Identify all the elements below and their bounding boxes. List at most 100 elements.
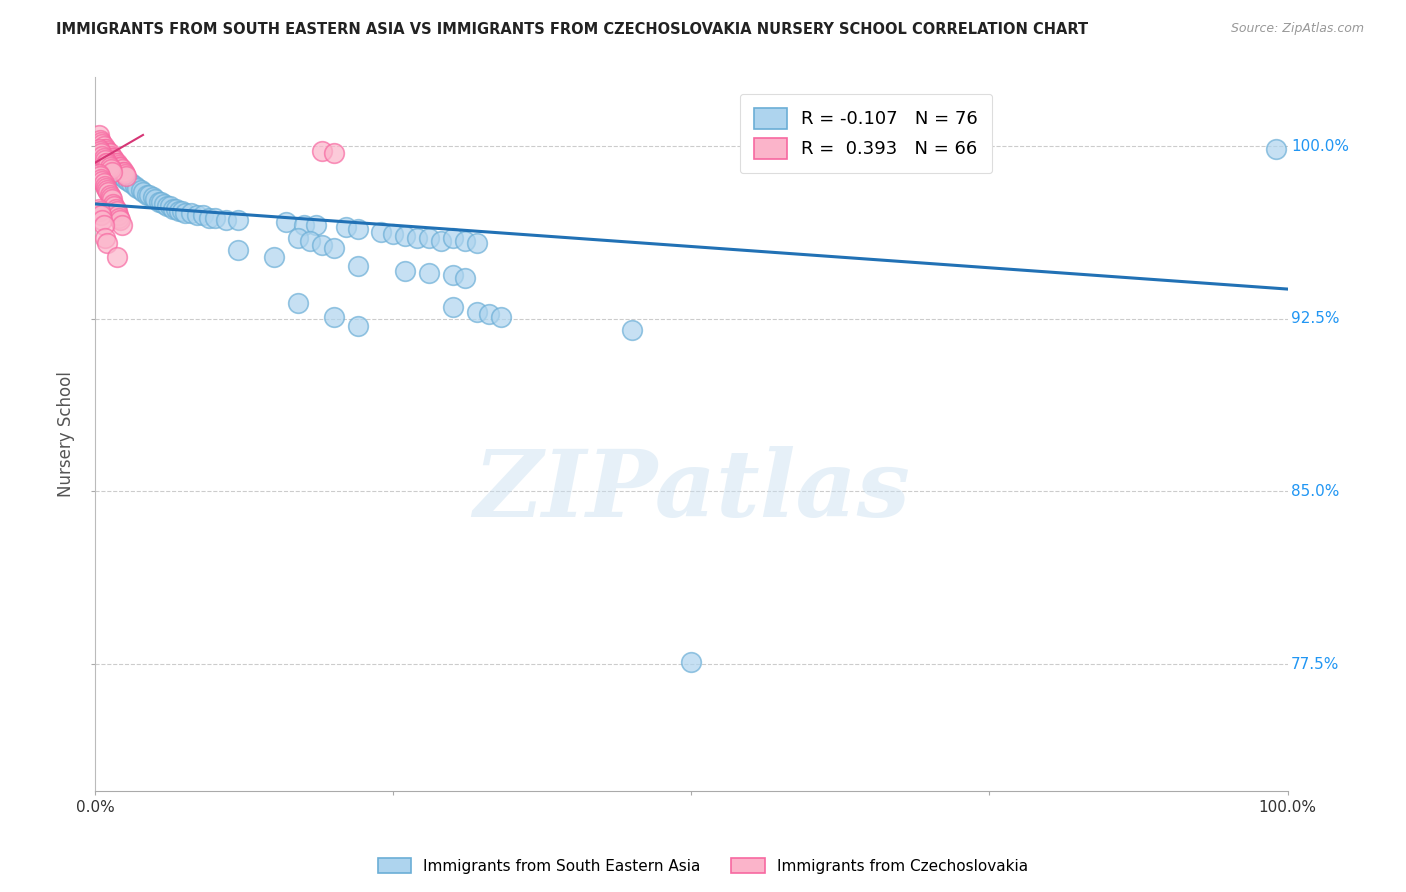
Point [96,155,118,169]
Point [141,190,163,204]
Point [859,144,882,158]
Point [110,213,132,227]
Point [132,186,155,200]
Point [172,203,194,218]
Point [167,203,190,218]
Point [93,176,115,190]
Point [263,250,285,264]
Text: ZIPatlas: ZIPatlas [472,446,910,536]
Point [418,231,440,245]
Point [111,165,134,179]
Legend: Immigrants from South Eastern Asia, Immigrants from Czechoslovakia: Immigrants from South Eastern Asia, Immi… [371,852,1035,880]
Point [191,209,214,223]
Point [138,187,160,202]
Point [94,146,117,161]
Point [107,165,129,179]
Point [91,148,114,162]
Point [394,263,416,277]
Point [112,165,135,179]
Point [1264,142,1286,156]
Point [94,155,117,169]
Point [228,213,250,227]
Point [108,160,131,174]
Point [418,266,440,280]
Point [305,218,328,232]
Text: Source: ZipAtlas.com: Source: ZipAtlas.com [1230,22,1364,36]
Point [322,146,344,161]
Point [335,219,357,234]
Point [96,148,118,162]
Point [93,139,115,153]
Point [101,165,124,179]
Point [111,169,134,184]
Text: IMMIGRANTS FROM SOUTH EASTERN ASIA VS IMMIGRANTS FROM CZECHOSLOVAKIA NURSERY SCH: IMMIGRANTS FROM SOUTH EASTERN ASIA VS IM… [56,22,1088,37]
Point [98,160,121,174]
Point [98,187,121,202]
Point [108,211,131,225]
Point [135,187,157,202]
Point [441,231,464,245]
Point [159,199,181,213]
Point [322,241,344,255]
Point [382,227,405,241]
Point [101,192,124,206]
Point [143,192,166,206]
Point [97,146,120,161]
Point [465,305,488,319]
Point [292,218,315,232]
Point [124,178,146,193]
Point [107,158,129,172]
Point [94,142,117,156]
Point [105,162,128,177]
Point [322,310,344,324]
Legend: R = -0.107   N = 76, R =  0.393   N = 66: R = -0.107 N = 76, R = 0.393 N = 66 [740,94,993,173]
Point [287,231,309,245]
Point [105,203,128,218]
Point [90,142,112,156]
Point [103,155,125,169]
Point [156,199,179,213]
Point [346,222,368,236]
Point [103,158,125,172]
Point [105,250,128,264]
Point [204,211,226,225]
Point [311,144,333,158]
Point [148,194,170,209]
Point [274,215,297,229]
Point [180,206,202,220]
Point [90,146,112,161]
Point [311,238,333,252]
Point [430,234,453,248]
Point [287,296,309,310]
Point [104,160,127,174]
Text: 100.0%: 100.0% [1291,139,1350,154]
Point [89,132,111,146]
Point [173,206,195,220]
Point [129,183,152,197]
Point [120,176,142,190]
Point [105,155,128,169]
Point [100,153,122,168]
Point [620,323,643,337]
Point [96,144,118,158]
Point [110,169,132,184]
Point [90,171,112,186]
Point [110,218,132,232]
Y-axis label: Nursery School: Nursery School [58,371,75,497]
Point [94,231,117,245]
Text: 92.5%: 92.5% [1291,311,1340,326]
Point [125,181,148,195]
Point [478,307,501,321]
Point [103,151,125,165]
Point [91,213,114,227]
Point [454,234,477,248]
Point [100,162,122,177]
Point [107,209,129,223]
Point [110,160,132,174]
Point [97,158,120,172]
Point [89,203,111,218]
Point [215,213,238,227]
Point [94,153,117,168]
Point [394,229,416,244]
Point [87,142,110,156]
